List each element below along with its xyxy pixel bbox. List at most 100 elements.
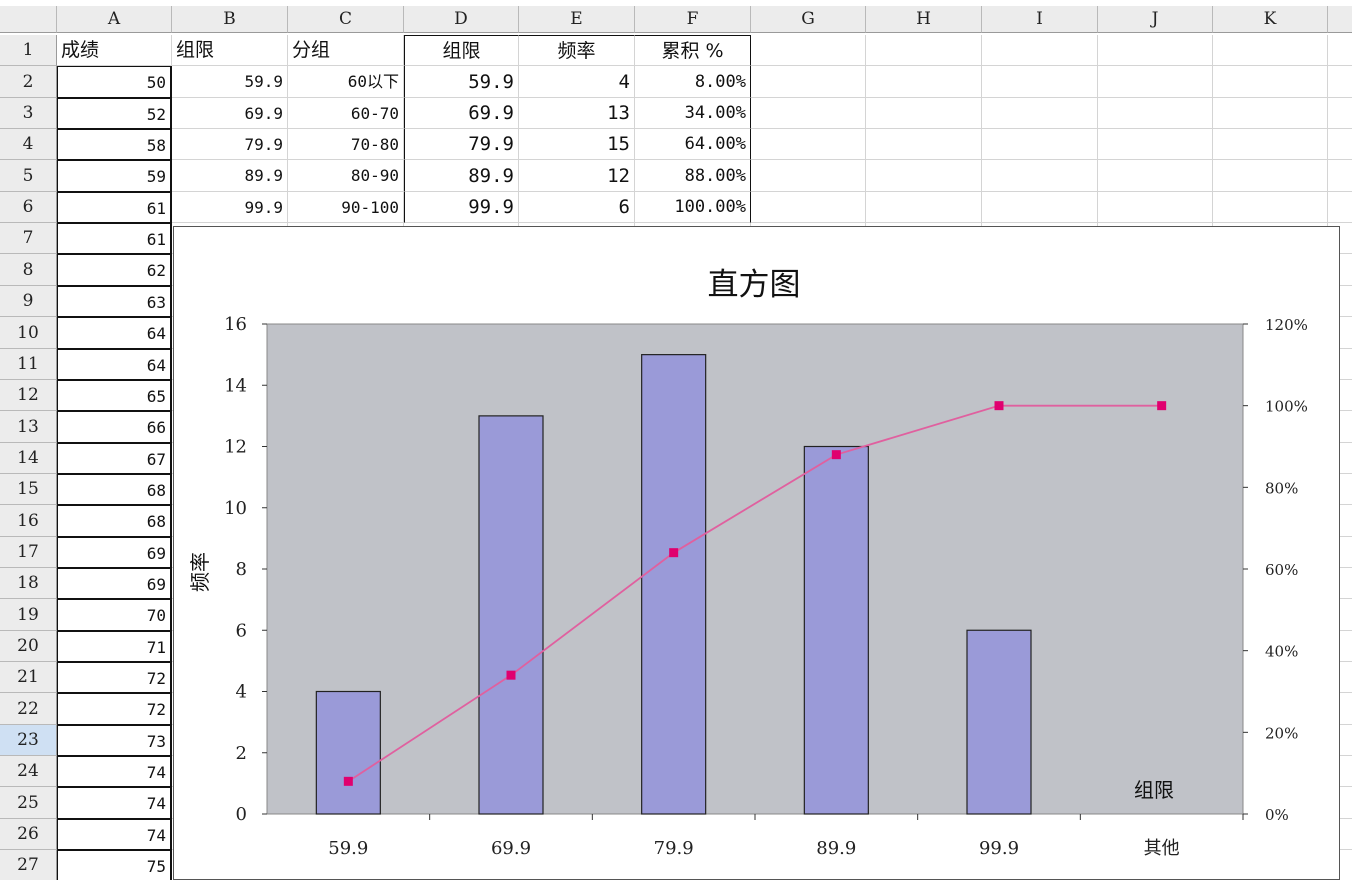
grid-cell[interactable]: [1328, 599, 1352, 631]
row-header-8[interactable]: 8: [0, 254, 57, 286]
cell-score[interactable]: 61: [57, 223, 172, 254]
row-header-2[interactable]: 2: [0, 66, 57, 98]
grid-cell[interactable]: [1328, 693, 1352, 725]
cell-cumulative[interactable]: 34.00%: [635, 98, 751, 129]
cell-limit[interactable]: 99.9: [172, 192, 288, 223]
grid-cell[interactable]: [751, 129, 866, 160]
cell-score[interactable]: 52: [57, 98, 172, 129]
column-header-e[interactable]: E: [519, 6, 635, 33]
histogram-chart[interactable]: 直方图 0 2 4 6 8 10 12 14 16 0% 20% 40% 60% 80% 100% 120% 59…: [173, 226, 1340, 880]
row-header-12[interactable]: 12: [0, 380, 57, 411]
grid-cell[interactable]: [1328, 192, 1352, 223]
row-header-17[interactable]: 17: [0, 537, 57, 568]
row-header-14[interactable]: 14: [0, 443, 57, 474]
cell-group[interactable]: 70-80: [288, 129, 404, 160]
column-header-d[interactable]: D: [404, 6, 519, 33]
grid-cell[interactable]: [982, 129, 1098, 160]
cell-score[interactable]: 70: [57, 599, 172, 631]
grid-cell[interactable]: [1328, 35, 1352, 66]
grid-cell[interactable]: [1328, 568, 1352, 599]
grid-cell[interactable]: [1098, 129, 1213, 160]
grid-cell[interactable]: [1328, 98, 1352, 129]
cell-bin[interactable]: 79.9: [404, 129, 519, 160]
grid-cell[interactable]: [1328, 819, 1352, 850]
cell-b1[interactable]: 组限: [172, 35, 288, 66]
row-header-4[interactable]: 4: [0, 129, 57, 160]
row-header-3[interactable]: 3: [0, 98, 57, 129]
cell-score[interactable]: 71: [57, 631, 172, 662]
row-header-26[interactable]: 26: [0, 819, 57, 850]
cell-score[interactable]: 61: [57, 192, 172, 223]
grid-cell[interactable]: [1328, 317, 1352, 349]
grid-cell[interactable]: [1098, 35, 1213, 66]
grid-cell[interactable]: [1328, 787, 1352, 819]
cell-bin[interactable]: 59.9: [404, 66, 519, 98]
cell-cumulative[interactable]: 88.00%: [635, 160, 751, 192]
cell-frequency[interactable]: 4: [519, 66, 635, 98]
column-header-c[interactable]: C: [288, 6, 404, 33]
grid-cell[interactable]: [1328, 286, 1352, 317]
row-header-27[interactable]: 27: [0, 850, 57, 880]
grid-cell[interactable]: [1098, 192, 1213, 223]
row-header-9[interactable]: 9: [0, 286, 57, 317]
row-header-24[interactable]: 24: [0, 756, 57, 787]
column-header-k[interactable]: K: [1213, 6, 1328, 33]
grid-cell[interactable]: [1328, 537, 1352, 568]
cell-score[interactable]: 74: [57, 787, 172, 819]
grid-cell[interactable]: [1328, 254, 1352, 286]
cell-score[interactable]: 62: [57, 254, 172, 286]
cell-score[interactable]: 58: [57, 129, 172, 160]
row-header-11[interactable]: 11: [0, 349, 57, 380]
grid-cell[interactable]: [751, 66, 866, 98]
cell-limit[interactable]: 79.9: [172, 129, 288, 160]
row-header-13[interactable]: 13: [0, 411, 57, 443]
cell-cumulative[interactable]: 100.00%: [635, 192, 751, 223]
grid-cell[interactable]: [1328, 725, 1352, 756]
column-header-b[interactable]: B: [172, 6, 288, 33]
cell-group[interactable]: 60-70: [288, 98, 404, 129]
row-header-25[interactable]: 25: [0, 787, 57, 819]
grid-cell[interactable]: [1098, 98, 1213, 129]
cell-score[interactable]: 74: [57, 756, 172, 787]
grid-cell[interactable]: [1328, 160, 1352, 192]
cell-f1[interactable]: 累积 %: [635, 35, 751, 66]
row-header-22[interactable]: 22: [0, 693, 57, 725]
cell-group[interactable]: 60以下: [288, 66, 404, 98]
grid-cell[interactable]: [982, 160, 1098, 192]
row-header-16[interactable]: 16: [0, 505, 57, 537]
row-header-23[interactable]: 23: [0, 725, 57, 756]
cell-score[interactable]: 50: [57, 66, 172, 98]
grid-cell[interactable]: [1328, 631, 1352, 662]
cell-limit[interactable]: 69.9: [172, 98, 288, 129]
select-all-corner[interactable]: [0, 6, 57, 33]
row-header-5[interactable]: 5: [0, 160, 57, 192]
cell-score[interactable]: 64: [57, 317, 172, 349]
cell-score[interactable]: 72: [57, 662, 172, 693]
cell-frequency[interactable]: 12: [519, 160, 635, 192]
grid-cell[interactable]: [1328, 380, 1352, 411]
grid-cell[interactable]: [982, 66, 1098, 98]
grid-cell[interactable]: [1328, 662, 1352, 693]
grid-cell[interactable]: [1328, 129, 1352, 160]
cell-score[interactable]: 68: [57, 474, 172, 505]
grid-cell[interactable]: [1098, 66, 1213, 98]
cell-group[interactable]: 90-100: [288, 192, 404, 223]
grid-cell[interactable]: [1328, 66, 1352, 98]
grid-cell[interactable]: [866, 35, 982, 66]
cell-score[interactable]: 63: [57, 286, 172, 317]
grid-cell[interactable]: [751, 98, 866, 129]
column-header-h[interactable]: H: [866, 6, 982, 33]
cell-score[interactable]: 68: [57, 505, 172, 537]
column-header-i[interactable]: I: [982, 6, 1098, 33]
grid-cell[interactable]: [1213, 66, 1328, 98]
cell-score[interactable]: 67: [57, 443, 172, 474]
cell-score[interactable]: 64: [57, 349, 172, 380]
column-header-a[interactable]: A: [57, 6, 172, 33]
row-header-21[interactable]: 21: [0, 662, 57, 693]
cell-score[interactable]: 73: [57, 725, 172, 756]
row-header-7[interactable]: 7: [0, 223, 57, 254]
cell-e1[interactable]: 频率: [519, 35, 635, 66]
cell-limit[interactable]: 59.9: [172, 66, 288, 98]
cell-frequency[interactable]: 13: [519, 98, 635, 129]
row-header-10[interactable]: 10: [0, 317, 57, 349]
